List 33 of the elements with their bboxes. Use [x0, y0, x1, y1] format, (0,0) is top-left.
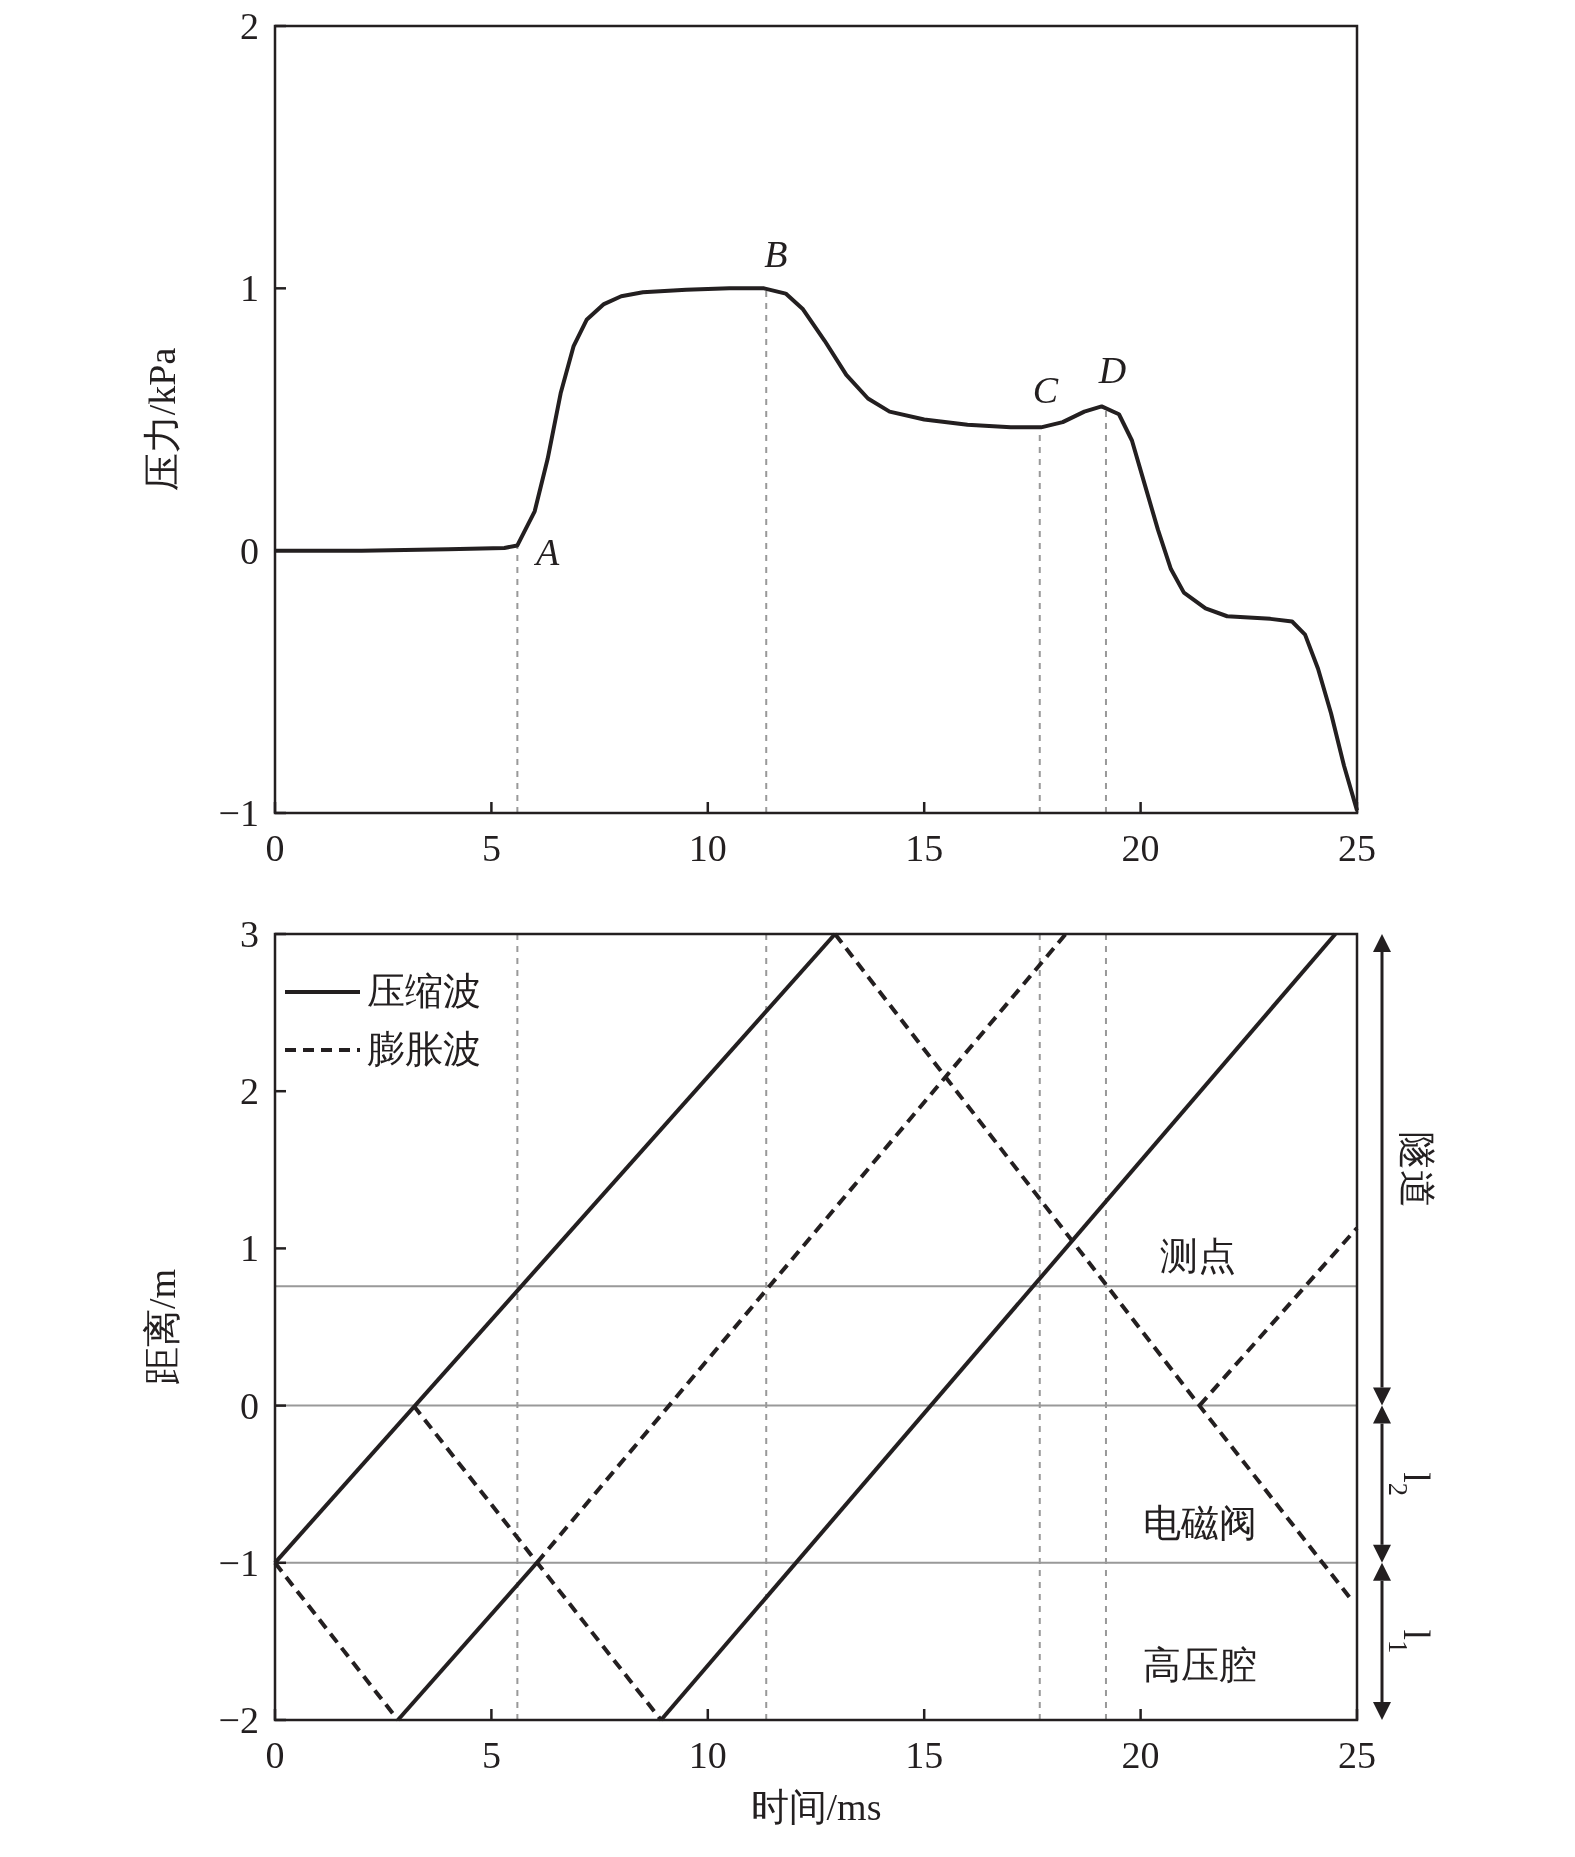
x-tick-label: 20: [1121, 1734, 1160, 1776]
x-tick-label: 25: [1338, 1734, 1376, 1776]
x-tick-label: 15: [905, 1734, 944, 1776]
y-tick-label: 0: [240, 1384, 259, 1427]
x-tick-label: 10: [688, 827, 727, 869]
y-tick-label: 2: [240, 5, 259, 47]
x-tick-label: 15: [905, 827, 944, 869]
y-tick-label: −1: [218, 1541, 259, 1584]
annotation: 测点: [1159, 1235, 1236, 1278]
y-tick-label: −2: [218, 1699, 259, 1741]
y-tick-label: 1: [240, 1227, 259, 1270]
x-tick-label: 5: [481, 1734, 501, 1776]
text: 隧道: [1396, 1131, 1438, 1208]
annotation: C: [1032, 368, 1059, 411]
y-tick-label: 1: [240, 267, 259, 310]
annotation: 高压腔: [1143, 1643, 1258, 1686]
legend-label: 压缩波: [367, 970, 481, 1012]
x-tick-label: 25: [1338, 827, 1376, 869]
x-tick-label: 5: [481, 827, 501, 869]
annotation: B: [764, 233, 788, 276]
y-axis-title: 压力/kPa: [141, 347, 183, 492]
annotation: A: [533, 530, 561, 573]
x-axis-title: 时间/ms: [750, 1786, 882, 1828]
y-tick-label: 3: [240, 913, 259, 955]
y-tick-label: −1: [218, 792, 259, 834]
x-tick-label: 10: [688, 1734, 727, 1776]
y-tick-label: 0: [240, 529, 259, 572]
annotation: D: [1097, 348, 1127, 391]
y-axis-title: 距离/m: [141, 1268, 183, 1386]
annotation: 电磁阀: [1143, 1501, 1258, 1544]
y-tick-label: 2: [240, 1070, 259, 1113]
legend-label: 膨胀波: [367, 1028, 481, 1070]
x-tick-label: 20: [1121, 827, 1160, 869]
